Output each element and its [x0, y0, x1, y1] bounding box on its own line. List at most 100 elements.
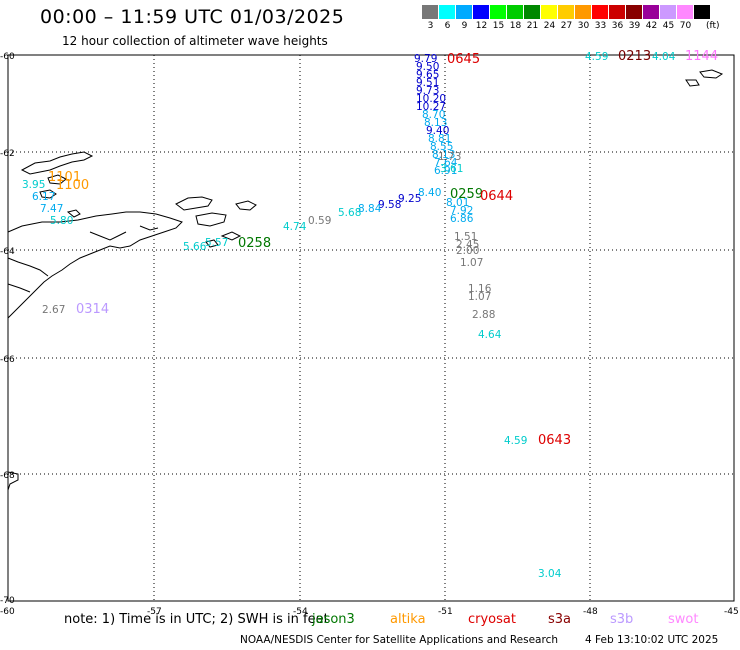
scale-label: 3 — [427, 21, 434, 31]
coastline — [7, 69, 724, 491]
generated-timestamp: 4 Feb 13:10:02 UTC 2025 — [585, 634, 719, 646]
island — [66, 209, 81, 218]
coast-detail — [7, 283, 31, 293]
wave-height-label: 0.59 — [308, 215, 331, 227]
scale-swatch — [626, 5, 643, 19]
coast-detail — [139, 225, 159, 231]
scale-label: 70 — [679, 21, 692, 31]
wave-height-label: 4.59 — [504, 435, 527, 447]
scale-swatch — [592, 5, 609, 19]
wave-height-label: 1.16 — [468, 283, 492, 295]
scale-label: 45 — [662, 21, 675, 31]
mission-s3a: s3a — [548, 612, 572, 627]
wave-height-label: 4.74 — [283, 221, 307, 233]
scale-swatch — [422, 5, 439, 19]
scale-swatch — [694, 5, 711, 19]
island — [235, 200, 257, 211]
scale-label: 21 — [526, 21, 539, 31]
wave-height-label: 5.57 — [205, 237, 228, 249]
lon-label: -60 — [0, 607, 15, 617]
wave-height-label: 8.40 — [418, 187, 441, 199]
wave-height-label: 7.92 — [450, 205, 473, 217]
wave-height-label: 5.80 — [50, 215, 73, 227]
scale-label: 33 — [594, 21, 607, 31]
wave-height-label: 8.84 — [358, 203, 382, 215]
mission-altika: altika — [390, 612, 426, 627]
wave-height-label: 10.27 — [416, 101, 446, 113]
pass-time-label: 0314 — [76, 302, 109, 317]
wave-height-label: 9.51 — [416, 77, 439, 89]
wave-height-label: 5.66 — [183, 241, 207, 253]
mission-s3b: s3b — [610, 612, 634, 627]
scale-swatch — [473, 5, 490, 19]
island — [205, 239, 219, 248]
pass-time-label: 0643 — [538, 433, 571, 448]
scale-label: 36 — [611, 21, 624, 31]
scale-label: 18 — [509, 21, 522, 31]
lat-label: -62 — [0, 149, 15, 159]
scale-swatch — [575, 5, 592, 19]
scale-label: 6 — [444, 21, 451, 31]
graticule — [8, 55, 734, 601]
pass-time-label: 1144 — [685, 49, 718, 64]
wave-height-label: 6.86 — [450, 213, 474, 225]
wave-height-label: 9.79 — [414, 53, 437, 65]
lat-label: -70 — [0, 596, 15, 606]
wave-height-label: 6.91 — [434, 165, 457, 177]
island — [175, 196, 213, 211]
scale-swatch — [507, 5, 524, 19]
wave-height-label: 7.64 — [434, 157, 458, 169]
wave-height-label: 2.45 — [456, 239, 479, 251]
pass-time-label: 0258 — [238, 236, 271, 251]
map-frame — [7, 54, 735, 602]
wave-height-label: 4.04 — [652, 51, 676, 63]
pass-time-label: 1101 — [48, 170, 81, 185]
island — [39, 189, 57, 199]
wave-height-label: 4.64 — [478, 329, 502, 341]
wave-height-label: 3.61 — [440, 163, 463, 175]
island — [195, 212, 227, 227]
scale-swatch — [456, 5, 473, 19]
wave-height-label: 8.01 — [446, 197, 469, 209]
wave-height-label: 4.59 — [585, 51, 608, 63]
lon-label: -45 — [724, 607, 739, 617]
scale-swatch — [558, 5, 575, 19]
wave-height-label: 9.65 — [416, 69, 439, 81]
wave-height-label: 7.47 — [40, 203, 63, 215]
pass-time-label: 0259 — [450, 187, 483, 202]
wave-height-label: 1.07 — [468, 291, 491, 303]
wave-height-label: 1.07 — [460, 257, 483, 269]
scale-label: 27 — [560, 21, 573, 31]
scale-swatch — [541, 5, 558, 19]
color-scale — [422, 5, 711, 19]
island — [47, 174, 67, 185]
wave-height-label: 8.55 — [430, 141, 453, 153]
wave-height-label: 8.81 — [428, 133, 451, 145]
coast-detail — [7, 471, 19, 491]
wave-height-label: 9.73 — [416, 85, 439, 97]
wave-height-label: 9.40 — [426, 125, 449, 137]
wave-height-label: 2.67 — [42, 304, 65, 316]
south-orkney-island — [20, 151, 94, 175]
wave-height-label: 10.20 — [416, 93, 446, 105]
color-scale-unit: (ft) — [706, 21, 720, 31]
wave-height-label: 9.50 — [416, 61, 439, 73]
island — [685, 79, 700, 87]
wave-height-label: 2.00 — [456, 245, 479, 257]
scale-swatch — [643, 5, 660, 19]
wave-height-label: 8.70 — [422, 109, 445, 121]
pass-time-label: 0213 — [618, 49, 651, 64]
scale-label: 30 — [577, 21, 590, 31]
wave-height-label: 1.51 — [454, 231, 477, 243]
wave-height-label: 8.13 — [424, 117, 447, 129]
lon-label: -54 — [293, 607, 308, 617]
scale-label: 9 — [461, 21, 468, 31]
lon-label: -48 — [583, 607, 598, 617]
island — [699, 69, 724, 79]
lon-label: -51 — [438, 607, 453, 617]
wave-height-label: 3.95 — [22, 179, 45, 191]
lat-label: -66 — [0, 355, 15, 365]
wave-height-label: 1.73 — [438, 151, 461, 163]
scale-swatch — [524, 5, 541, 19]
